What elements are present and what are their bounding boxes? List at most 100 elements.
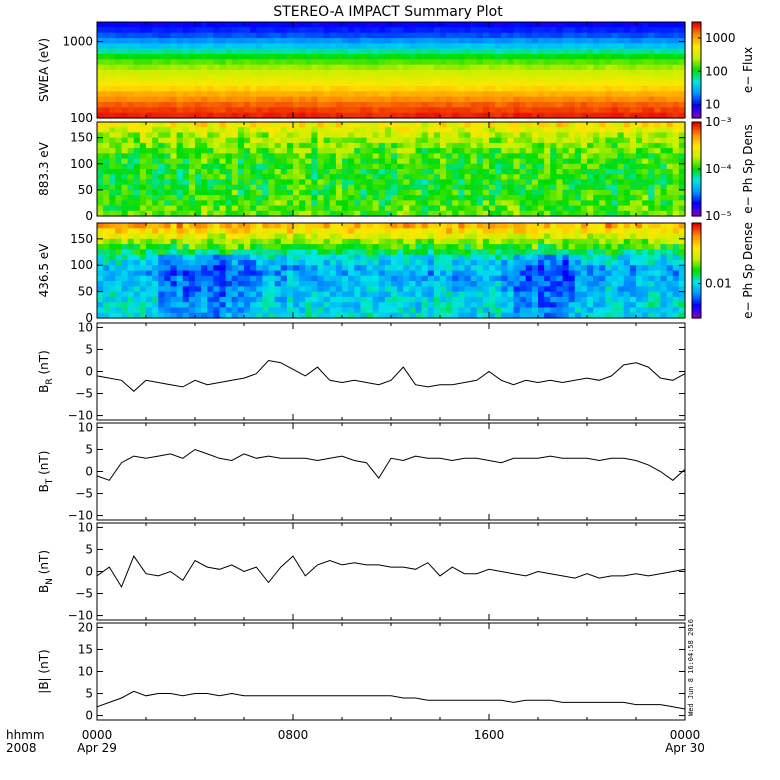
spectrogram-cell: [440, 132, 447, 139]
spectrogram-cell: [538, 228, 545, 235]
spectrogram-cell: [133, 184, 141, 191]
spectrogram-cell: [501, 275, 508, 282]
spectrogram-cell: [384, 223, 392, 229]
spectrogram-cell: [342, 275, 349, 282]
spectrogram-cell: [464, 259, 472, 266]
spectrogram-cell: [384, 96, 392, 103]
spectrogram-cell: [207, 312, 214, 319]
spectrogram-cell: [519, 112, 527, 119]
spectrogram-cell: [109, 179, 116, 186]
spectrogram-cell: [262, 38, 270, 44]
spectrogram-cell: [323, 91, 331, 98]
spectrogram-cell: [354, 43, 361, 50]
spectrogram-cell: [372, 70, 380, 76]
spectrogram-cell: [262, 265, 270, 272]
colorbar-frame: [691, 21, 702, 119]
spectrogram-cell: [139, 291, 147, 298]
spectrogram-cell: [660, 132, 668, 139]
spectrogram-cell: [115, 32, 123, 39]
spectrogram-cell: [556, 270, 564, 277]
spectrogram-cell: [378, 259, 386, 266]
spectrogram-cell: [201, 64, 208, 71]
spectrogram-cell: [587, 132, 594, 139]
spectrogram-cell: [188, 59, 196, 66]
spectrogram-cell: [458, 302, 466, 309]
spectrogram-cell: [329, 153, 337, 160]
spectrogram-cell: [176, 70, 184, 76]
spectrogram-cell: [317, 179, 325, 186]
spectrogram-cell: [519, 64, 527, 71]
spectrogram-cell: [152, 286, 159, 293]
spectrogram-cell: [403, 244, 410, 250]
spectrogram-cell: [568, 70, 576, 76]
spectrogram-cell: [654, 169, 662, 175]
spectrogram-cell: [562, 132, 570, 139]
figure-title: STEREO-A IMPACT Summary Plot: [273, 4, 503, 20]
spectrogram-cell: [244, 296, 251, 303]
spectrogram-cell: [513, 275, 521, 282]
spectrogram-cell: [244, 127, 251, 134]
spectrogram-cell: [201, 127, 208, 134]
spectrogram-cell: [629, 174, 637, 181]
spectrogram-cell: [531, 307, 539, 314]
spectrogram-cell: [219, 238, 227, 245]
spectrogram-cell: [103, 43, 110, 50]
spectrogram-cell: [550, 163, 557, 170]
spectrogram-cell: [654, 27, 662, 34]
spectrogram-cell: [587, 137, 594, 144]
spectrogram-cell: [409, 127, 417, 134]
spectrogram-cell: [170, 238, 178, 245]
spectrogram-cell: [519, 127, 527, 134]
spectrogram-cell: [415, 169, 423, 175]
spectrogram-cell: [97, 179, 104, 186]
spectrogram-cell: [170, 64, 178, 71]
spectrogram-cell: [311, 38, 319, 44]
spectrogram-cell: [538, 270, 545, 277]
spectrogram-cell: [568, 169, 576, 175]
spectrogram-cell: [568, 179, 576, 186]
spectrogram-cell: [115, 184, 123, 191]
spectrogram-cell: [580, 102, 588, 108]
spectrogram-cell: [305, 307, 312, 314]
spectrogram-cell: [525, 142, 533, 149]
spectrogram-cell: [531, 184, 539, 191]
spectrogram-cell: [427, 200, 435, 207]
spectrogram-cell: [250, 27, 257, 34]
spectrogram-cell: [97, 96, 104, 103]
spectrogram-cell: [415, 75, 423, 82]
spectrogram-cell: [519, 238, 527, 245]
spectrogram-cell: [617, 127, 625, 134]
spectrogram-cell: [115, 189, 123, 196]
spectrogram-cell: [244, 59, 251, 66]
spectrogram-cell: [286, 80, 294, 87]
spectrogram-cell: [409, 265, 417, 272]
spectrogram-cell: [433, 223, 441, 229]
spectrogram-cell: [458, 54, 466, 60]
spectrogram-cell: [152, 48, 159, 55]
spectrogram-cell: [121, 127, 129, 134]
spectrogram-cell: [525, 32, 533, 39]
spectrogram-cell: [433, 96, 441, 103]
spectrogram-cell: [372, 275, 380, 282]
spectrogram-cell: [519, 163, 527, 170]
spectrogram-cell: [139, 200, 147, 207]
spectrogram-cell: [672, 27, 680, 34]
spectrogram-cell: [580, 32, 588, 39]
spectrogram-cell: [464, 205, 472, 212]
spectrogram-cell: [139, 148, 147, 154]
spectrogram-cell: [531, 27, 539, 34]
spectrogram-cell: [293, 205, 300, 212]
spectrogram-cell: [274, 127, 282, 134]
spectrogram-cell: [452, 249, 459, 256]
spectrogram-cell: [170, 195, 178, 201]
spectrogram-cell: [103, 64, 110, 71]
spectrogram-cell: [489, 96, 496, 103]
spectrogram-cell: [623, 153, 631, 160]
spectrogram-cell: [164, 179, 172, 186]
spectrogram-cell: [231, 184, 239, 191]
spectrogram-cell: [225, 91, 233, 98]
spectrogram-cell: [323, 107, 331, 114]
spectrogram-cell: [121, 249, 129, 256]
spectrogram-cell: [605, 32, 613, 39]
spectrogram-cell: [354, 80, 361, 87]
